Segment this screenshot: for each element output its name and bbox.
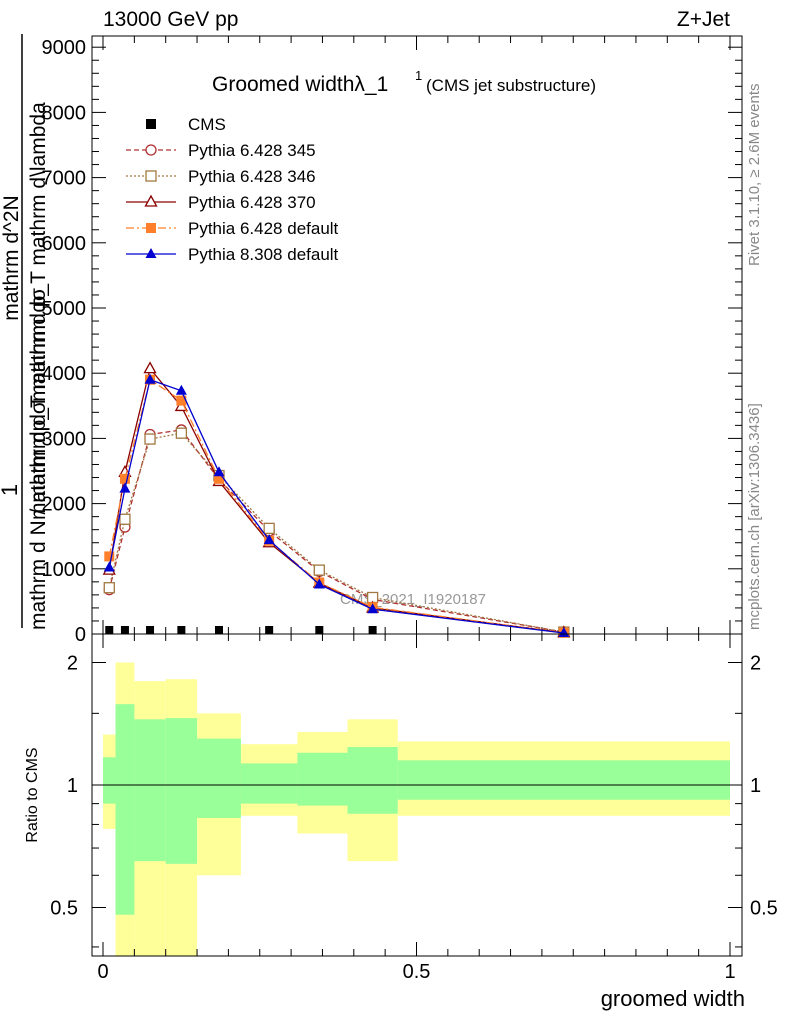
data-point: [143, 361, 157, 374]
data-point: [104, 551, 115, 562]
legend-label: Pythia 6.428 370: [188, 193, 316, 212]
data-point: [368, 626, 377, 634]
ratio-plot: 0.5 0.5 1 1 2 2 0 0.5 1: [50, 633, 778, 983]
data-point: [213, 473, 224, 484]
y-tick-label: 0: [75, 624, 86, 646]
y-label-fraction-denominator: mathrm d N / mathrm dσ: [27, 401, 50, 630]
series-line: [108, 432, 564, 633]
data-point: [146, 626, 155, 634]
data-point: [119, 482, 131, 493]
data-point: [214, 626, 223, 634]
data-point: [119, 513, 131, 525]
data-point: [175, 427, 188, 439]
data-point: [558, 627, 570, 638]
legend-label: Pythia 6.428 345: [188, 141, 316, 160]
data-point: [175, 384, 187, 395]
series-line: [108, 378, 564, 634]
ratio-y-tick-label-right: 0.5: [750, 897, 778, 919]
x-tick-label: 1: [724, 961, 735, 983]
y-tick-label: 4000: [42, 363, 87, 385]
plot-title-superscript: 1: [415, 68, 422, 83]
data-point: [265, 626, 274, 634]
data-point: [103, 561, 115, 572]
legend-marker: [145, 248, 157, 258]
data-point: [263, 534, 275, 545]
y-tick-label: 3000: [42, 428, 87, 450]
uncertainty-band-inner: [347, 746, 398, 814]
uncertainty-band-inner: [115, 704, 135, 915]
uncertainty-band-inner: [197, 738, 241, 818]
data-point: [213, 466, 225, 477]
y-tick-label: 5000: [42, 298, 87, 320]
ratio-y-axis-label: Ratio to CMS: [24, 747, 41, 842]
uncertainty-band-inner: [134, 719, 166, 862]
plot-title: Groomed widthλ_1: [212, 73, 388, 96]
y-label-overlap-mid: mathrm d p_T mathrm d\lambda: [27, 102, 50, 402]
ratio-y-tick-label: 0.5: [50, 897, 78, 919]
data-point: [315, 626, 324, 634]
y-tick-label: 1000: [42, 559, 87, 581]
legend-label: Pythia 6.428 default: [188, 219, 339, 238]
uncertainty-band-inner: [165, 718, 198, 864]
data-point: [144, 433, 156, 445]
ratio-y-tick-label: 2: [67, 653, 78, 675]
uncertainty-band-inner: [297, 752, 348, 806]
uncertainty-band-inner: [397, 760, 730, 800]
x-tick-label: 0.5: [403, 961, 431, 983]
legend-marker: [145, 170, 157, 182]
legend-label: Pythia 6.428 346: [188, 167, 316, 186]
y-tick-label: 6000: [42, 233, 87, 255]
main-plot: 0 1000 2000 3000 4000 5000 6000 7000 8000 9000 Gro…: [42, 35, 743, 646]
legend-marker: [146, 223, 156, 233]
y-label-fraction-numerator: 1: [0, 484, 22, 496]
series-cms: [105, 626, 377, 634]
y-label-overlap-low: mathrm dp_T mathrm dσ: [27, 288, 50, 520]
data-point: [120, 626, 129, 634]
series-pythia-6-428-370: [102, 361, 571, 638]
y-tick-label: 7000: [42, 168, 87, 190]
data-point: [313, 578, 325, 589]
data-point: [119, 473, 130, 484]
legend-label: Pythia 8.308 default: [188, 245, 339, 264]
legend-label: CMS: [188, 115, 226, 134]
series-pythia-8-308-default: [103, 373, 570, 638]
process-label: 13000 GeV pp: [103, 8, 239, 31]
uncertainty-band-inner: [240, 763, 298, 804]
y-tick-label: 2000: [42, 494, 87, 516]
series-pythia-6-428-346: [103, 427, 570, 638]
ratio-y-tick-label-right: 2: [750, 653, 761, 675]
plot-labels: groomed width Ratio to CMS 1 mathrm d N / m…: [0, 34, 745, 1011]
y-tick-label: 8000: [42, 102, 87, 124]
x-tick-label: 0: [97, 961, 108, 983]
ratio-y-tick-label: 1: [67, 775, 78, 797]
legend-marker: [146, 119, 156, 129]
data-point: [367, 603, 379, 614]
channel-label: Z+Jet: [676, 8, 730, 31]
data-point: [313, 564, 325, 576]
y-label-overlap-top: mathrm d^2N: [0, 195, 23, 320]
series-line: [108, 429, 564, 633]
series-line: [108, 378, 564, 634]
data-point: [177, 626, 186, 634]
analysis-id-annotation: CMS_2021_I1920187: [340, 591, 486, 608]
x-axis-label: groomed width: [601, 986, 745, 1011]
plot-subtitle: (CMS jet substructure): [426, 76, 596, 95]
data-point: [103, 582, 115, 594]
legend-marker: [144, 194, 158, 207]
ratio-y-tick-label-right: 1: [750, 775, 761, 797]
data-point: [144, 373, 156, 384]
data-point: [105, 626, 114, 634]
series-pythia-6-428-345: [103, 424, 570, 638]
y-tick-label: 9000: [42, 37, 87, 59]
uncertainty-band-inner: [103, 757, 116, 804]
data-point: [176, 395, 187, 406]
series-pythia-6-428-default: [104, 374, 569, 638]
legend-marker: [145, 144, 157, 156]
main-y-axis-label: 1 mathrm d N / mathrm dσ mathrm d^2Nmathrm…: [0, 34, 50, 630]
data-point: [263, 522, 275, 535]
